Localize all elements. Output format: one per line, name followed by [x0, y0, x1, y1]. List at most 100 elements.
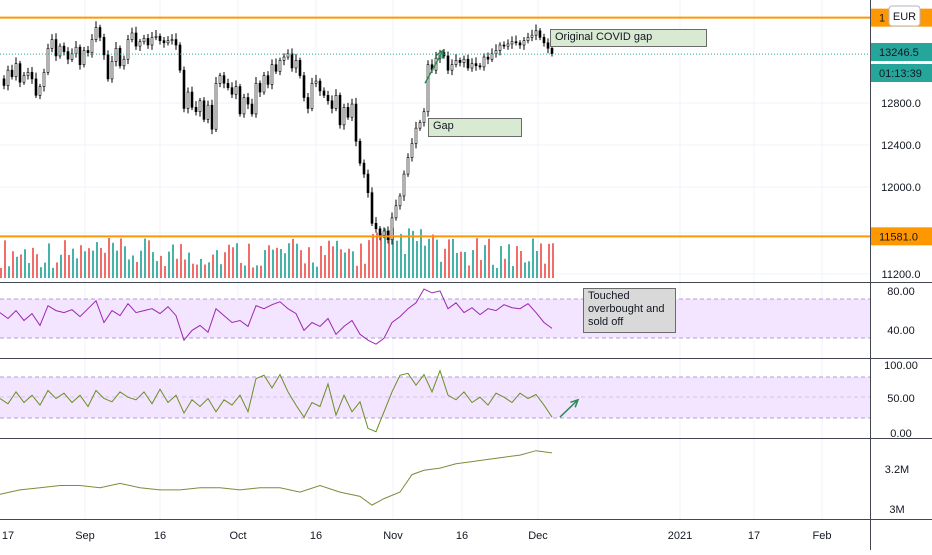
candle-body: [514, 41, 518, 44]
volume-bar: [104, 252, 106, 278]
candle-body: [298, 60, 302, 76]
volume-bar: [168, 251, 170, 278]
candle-body: [166, 40, 170, 44]
note-gap[interactable]: Gap: [428, 118, 522, 137]
candle-body: [254, 82, 258, 115]
volume-bar: [316, 266, 318, 278]
volume-bar: [284, 253, 286, 278]
volume-bar: [8, 266, 10, 278]
candle-body: [446, 55, 450, 71]
volume-bar: [540, 243, 542, 278]
candle-body: [158, 35, 162, 41]
volume-bar: [520, 250, 522, 278]
time-axis[interactable]: 17 Sep 16 Oct 16 Nov 16 Dec 2021 17 Feb: [2, 530, 832, 542]
candle-body: [314, 80, 318, 84]
volume-bar: [268, 245, 270, 278]
candle-body: [450, 64, 454, 71]
candle-body: [126, 39, 130, 60]
candle-body: [22, 75, 26, 83]
candle-body: [18, 63, 22, 83]
volume-bar: [60, 254, 62, 278]
volume-bar: [120, 238, 122, 278]
volume-bar: [56, 262, 58, 278]
volume-bar: [188, 252, 190, 278]
candle-body: [478, 65, 482, 68]
candle-body: [338, 95, 342, 126]
volume-bar: [364, 263, 366, 278]
volume-bar: [212, 254, 214, 278]
candle-body: [482, 56, 486, 68]
volume-bar: [0, 268, 2, 278]
rsi-tick-label: 40.00: [887, 325, 915, 337]
volume-bar: [288, 243, 290, 278]
candle-body: [190, 91, 194, 108]
candle-body: [550, 47, 554, 55]
candle-body: [318, 80, 322, 92]
volume-bar: [504, 258, 506, 278]
volume-bar: [256, 265, 258, 278]
volume-bar: [48, 243, 50, 278]
candle-body: [186, 91, 190, 109]
stoch-axis[interactable]: 100.00 50.00 0.00: [884, 360, 918, 440]
volume-bar: [140, 250, 142, 278]
volume-bar: [348, 248, 350, 278]
volume-bar: [44, 262, 46, 278]
volume-bar: [160, 255, 162, 278]
volume-bar: [264, 250, 266, 278]
volume-bar: [464, 252, 466, 278]
candle-body: [326, 95, 330, 102]
candle-body: [178, 44, 182, 71]
candle-body: [78, 46, 82, 65]
stoch-tick-label: 50.00: [887, 393, 915, 405]
volume-bar: [296, 243, 298, 278]
volume-bar: [424, 245, 426, 278]
volume-bar: [536, 250, 538, 278]
candle-body: [390, 217, 394, 241]
time-tick-label: 16: [456, 530, 468, 542]
volume-bar: [4, 240, 6, 278]
obv-axis[interactable]: 3.2M 3M: [885, 464, 909, 516]
candle-body: [14, 63, 18, 78]
volume-bar: [528, 261, 530, 278]
candle-body: [342, 107, 346, 126]
candle-body: [394, 205, 398, 219]
candle-body: [518, 42, 522, 46]
candle-body: [426, 64, 430, 113]
volume-bar: [372, 233, 374, 278]
volume-bar: [12, 251, 14, 278]
note-covid-gap[interactable]: Original COVID gap: [550, 29, 707, 47]
candle-body: [206, 104, 210, 120]
price-label-bg: [871, 227, 932, 246]
candle-body: [494, 50, 498, 55]
candle-body: [486, 56, 490, 60]
candle-body: [138, 41, 142, 47]
volume-bar: [136, 261, 138, 278]
volume-bar: [344, 252, 346, 278]
volume-bar: [144, 238, 146, 278]
candle-body: [310, 82, 314, 109]
volume-bar: [20, 254, 22, 278]
candlestick-series: [2, 21, 554, 245]
stoch-arrow: [559, 399, 579, 418]
price-label-bg: [871, 43, 932, 61]
volume-bar: [524, 262, 526, 278]
volume-bar: [28, 263, 30, 278]
rsi-axis[interactable]: 80.00 40.00: [887, 286, 915, 337]
volume-bar: [68, 254, 70, 278]
volume-bar: [408, 228, 410, 278]
currency-badge[interactable]: EUR: [888, 5, 921, 27]
candle-body: [322, 90, 326, 96]
volume-bar: [432, 234, 434, 278]
candle-body: [66, 51, 70, 60]
candle-body: [282, 56, 286, 61]
candle-body: [102, 37, 106, 56]
candle-body: [414, 127, 418, 144]
candle-body: [534, 30, 538, 36]
time-tick-label: 2021: [668, 530, 692, 542]
volume-bar: [116, 250, 118, 278]
volume-bar: [204, 264, 206, 278]
volume-bar: [552, 243, 554, 278]
note-overbought[interactable]: Touched overbought and sold off: [583, 288, 676, 333]
candle-body: [406, 157, 410, 175]
